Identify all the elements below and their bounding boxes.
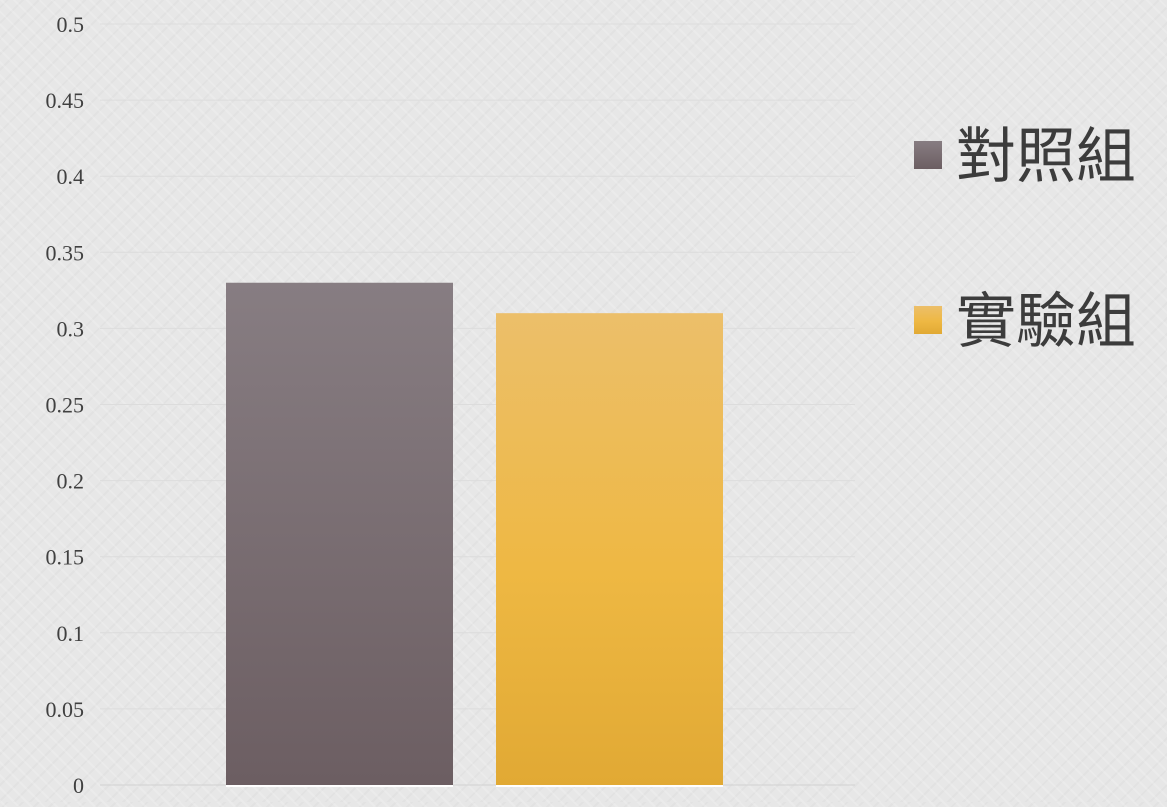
y-tick-label: 0.4	[57, 164, 85, 189]
bars	[226, 282, 723, 787]
legend-label: 對照組	[956, 124, 1136, 190]
legend-swatch	[914, 141, 942, 169]
y-tick-label: 0.5	[57, 12, 85, 37]
legend-swatch	[914, 306, 942, 334]
bar-control-group	[226, 282, 453, 785]
y-tick-label: 0.1	[57, 621, 85, 646]
y-tick-label: 0.2	[57, 469, 85, 494]
y-tick-label: 0	[73, 773, 84, 798]
y-axis-tick-labels: 0 0.05 0.1 0.15 0.2 0.25 0.3 0.35 0.4 0.45 0.5	[46, 12, 85, 798]
legend-label: 實驗組	[956, 289, 1136, 355]
bar-experimental-group	[496, 313, 723, 785]
y-tick-label: 0.45	[46, 88, 85, 113]
gridlines	[100, 23, 855, 786]
y-tick-label: 0.15	[46, 545, 85, 570]
y-tick-label: 0.35	[46, 240, 85, 265]
y-tick-label: 0.3	[57, 316, 85, 341]
y-tick-label: 0.25	[46, 393, 85, 418]
y-tick-label: 0.05	[46, 697, 85, 722]
